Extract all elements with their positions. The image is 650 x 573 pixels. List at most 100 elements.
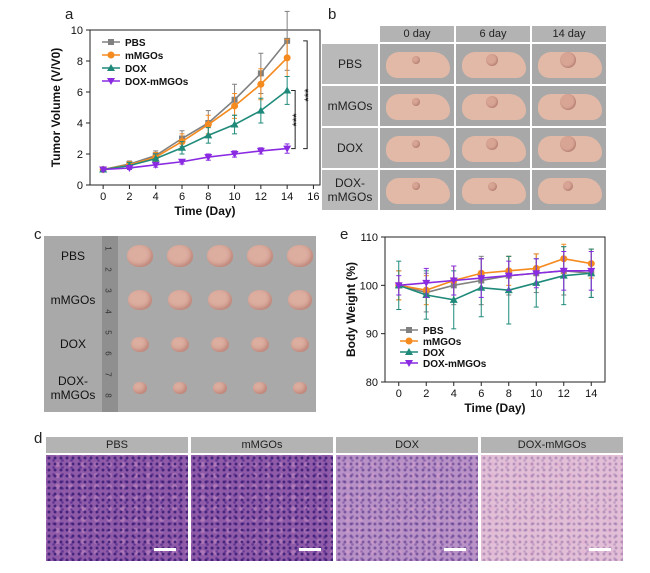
histology-header: DOX bbox=[336, 437, 478, 453]
plot-frame bbox=[89, 29, 321, 186]
ruler-mark: 2 bbox=[103, 267, 113, 272]
x-tick-label: 4 bbox=[451, 388, 457, 400]
y-tick-label: 8 bbox=[77, 56, 83, 68]
tumor-row-label: DOX bbox=[59, 337, 86, 351]
y-tick-label: 4 bbox=[77, 118, 83, 130]
tumor-bump bbox=[560, 94, 576, 110]
ruler-mark: 4 bbox=[103, 309, 113, 314]
legend-marker bbox=[107, 64, 115, 71]
x-tick-label: 10 bbox=[228, 191, 240, 203]
legend-marker bbox=[107, 78, 115, 85]
mouse-photo bbox=[456, 44, 530, 84]
excised-tumor bbox=[171, 336, 189, 352]
x-tick-label: 8 bbox=[205, 191, 211, 203]
ruler-mark: 1 bbox=[103, 246, 113, 251]
ruler-mark: 8 bbox=[103, 393, 113, 398]
tumor-bump bbox=[412, 182, 420, 190]
mouse-photo bbox=[456, 170, 530, 210]
mouse-photo bbox=[380, 86, 454, 126]
data-point bbox=[504, 272, 513, 280]
y-tick-label: 110 bbox=[360, 232, 378, 244]
plot-frame bbox=[384, 236, 606, 383]
tumor-bump bbox=[486, 96, 498, 108]
mouse-photo bbox=[532, 170, 606, 210]
data-point bbox=[559, 267, 568, 275]
histology-header: mMGOs bbox=[191, 437, 333, 453]
mouse-photo bbox=[456, 128, 530, 168]
legend-marker bbox=[405, 360, 413, 367]
data-point bbox=[532, 270, 541, 278]
tumor-bump bbox=[486, 138, 498, 150]
panel-letter-d: d bbox=[34, 430, 43, 447]
excised-tumor bbox=[288, 290, 312, 310]
data-point bbox=[151, 154, 160, 162]
y-axis-label: Body Weight (%) bbox=[344, 262, 358, 357]
data-point bbox=[231, 102, 239, 110]
histology-strip: PBS mMGOs DOX DOX-mMGOs bbox=[46, 437, 623, 561]
data-point bbox=[256, 106, 265, 114]
histology-image bbox=[336, 455, 478, 561]
legend-label: DOX-mMGOs bbox=[125, 77, 189, 88]
data-point bbox=[449, 277, 458, 285]
scale-bar bbox=[589, 548, 611, 551]
mouse-photo bbox=[532, 44, 606, 84]
data-point bbox=[256, 147, 265, 155]
excised-tumor bbox=[247, 245, 273, 267]
photo-row-label: DOX- mMGOs bbox=[322, 170, 378, 210]
data-point bbox=[587, 267, 596, 275]
histology-image bbox=[191, 455, 333, 561]
data-point bbox=[151, 161, 160, 169]
excised-tumor bbox=[293, 382, 307, 394]
legend-label: DOX-mMGOs bbox=[423, 359, 487, 370]
y-tick-label: 100 bbox=[360, 280, 378, 292]
tumor-bump bbox=[560, 52, 576, 68]
data-point bbox=[204, 154, 213, 162]
ruler bbox=[102, 236, 118, 412]
data-point bbox=[422, 279, 431, 287]
excised-tumor bbox=[287, 245, 313, 267]
x-tick-label: 12 bbox=[255, 191, 267, 203]
legend-label: PBS bbox=[125, 38, 146, 49]
series-line bbox=[398, 270, 592, 287]
body-weight-chart: 0 2 4 6 8 10 12 14 80 90 100 110 Time (Day) Body Weig… bbox=[344, 232, 606, 415]
excised-tumor bbox=[213, 382, 227, 394]
excised-tumor bbox=[133, 382, 147, 394]
tumor-bump bbox=[486, 54, 498, 66]
x-tick-label: 10 bbox=[530, 388, 542, 400]
legend-label: PBS bbox=[423, 326, 444, 337]
x-tick-label: 2 bbox=[423, 388, 429, 400]
mouse-photo bbox=[532, 86, 606, 126]
significance-label: *** bbox=[303, 88, 315, 102]
data-point bbox=[230, 151, 239, 158]
photo-row-label: PBS bbox=[322, 44, 378, 84]
excised-tumor bbox=[168, 290, 192, 310]
photo-row-label: mMGOs bbox=[322, 86, 378, 126]
series-line bbox=[103, 89, 288, 171]
data-point bbox=[99, 166, 108, 174]
histology-image bbox=[481, 455, 623, 561]
mouse-photo bbox=[532, 128, 606, 168]
ruler-mark: 5 bbox=[103, 330, 113, 335]
series-line bbox=[398, 272, 592, 301]
ruler-mark: 3 bbox=[103, 288, 113, 293]
mouse-photo bbox=[380, 44, 454, 84]
data-point bbox=[204, 121, 212, 129]
series-line bbox=[102, 40, 288, 171]
legend-label: mMGOs bbox=[125, 51, 164, 62]
data-point bbox=[283, 86, 292, 94]
legend-label: DOX bbox=[125, 64, 147, 75]
panel-letter-b: b bbox=[328, 6, 337, 23]
photo-column-header: 14 day bbox=[532, 26, 606, 42]
x-tick-label: 2 bbox=[126, 191, 132, 203]
x-axis-label: Time (Day) bbox=[174, 204, 235, 218]
excised-tumor bbox=[251, 336, 269, 352]
x-axis-label: Time (Day) bbox=[464, 401, 525, 415]
legend-marker bbox=[405, 348, 413, 355]
excised-tumor bbox=[253, 382, 267, 394]
data-point bbox=[449, 295, 458, 303]
excised-tumor bbox=[173, 382, 187, 394]
tumor-bump bbox=[412, 98, 420, 106]
data-point bbox=[257, 80, 265, 88]
mouse-photo-grid: 0 day 6 day 14 day PBS mMGOs DOX DOX- mMGOs bbox=[322, 26, 608, 212]
